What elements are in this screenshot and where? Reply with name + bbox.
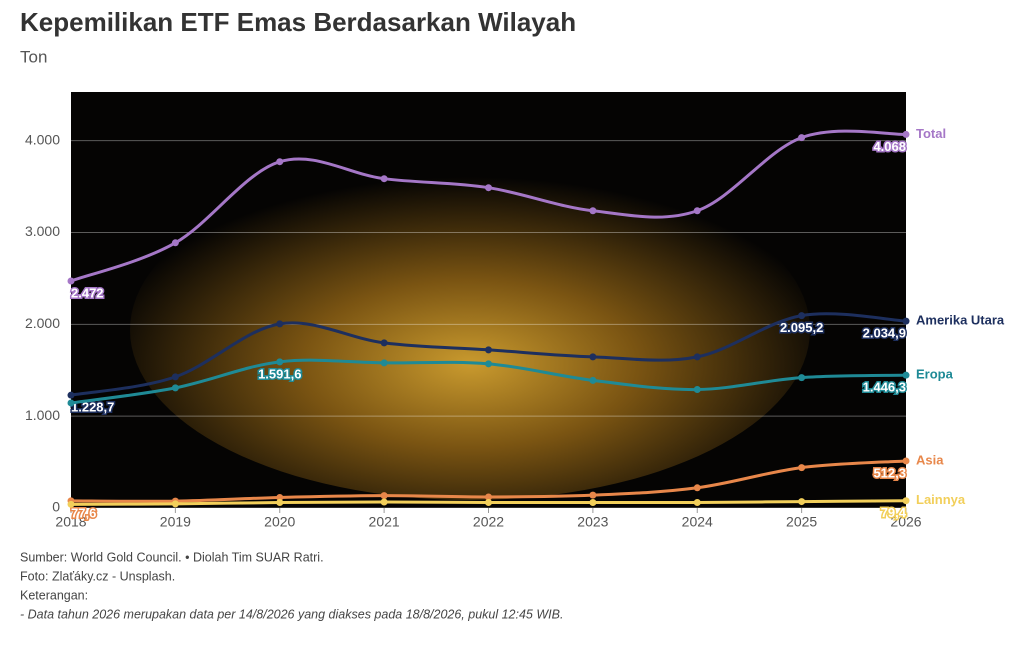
point xyxy=(485,493,492,501)
x-tick-label: 2023 xyxy=(577,514,608,530)
point xyxy=(380,359,388,367)
point xyxy=(902,371,910,379)
point xyxy=(798,498,806,506)
legend-label: Eropa xyxy=(916,367,954,382)
point xyxy=(589,491,597,499)
x-tick-label: 2024 xyxy=(682,514,713,530)
point xyxy=(67,500,75,508)
point xyxy=(902,497,910,505)
point xyxy=(276,320,284,328)
photo-credit: Foto: Zlaťáky.cz - Unsplash. xyxy=(20,569,175,583)
point xyxy=(589,353,597,361)
point xyxy=(798,464,806,472)
point xyxy=(276,498,284,506)
x-tick-label: 2026 xyxy=(890,514,921,530)
value-label: 512,3 xyxy=(873,465,906,480)
point xyxy=(693,207,701,215)
point xyxy=(276,158,284,166)
source: Sumber: World Gold Council. • Diolah Tim… xyxy=(20,550,324,564)
point xyxy=(171,384,179,392)
point xyxy=(485,498,492,506)
point xyxy=(693,498,701,506)
chart-title: Kepemilikan ETF Emas Berdasarkan Wilayah xyxy=(20,7,576,37)
point xyxy=(798,374,806,382)
y-tick-label: 2.000 xyxy=(25,315,60,331)
point xyxy=(485,346,492,354)
point xyxy=(485,360,492,368)
point xyxy=(67,399,75,407)
x-tick-label: 2018 xyxy=(55,514,86,530)
point xyxy=(276,358,284,366)
legend-label: Lainnya xyxy=(916,492,966,507)
photo-gold xyxy=(130,160,810,500)
point xyxy=(902,130,910,138)
point xyxy=(589,376,597,384)
y-tick-label: 0 xyxy=(52,499,60,515)
point xyxy=(276,493,284,501)
point xyxy=(693,353,701,361)
value-label: 2.472 xyxy=(71,285,104,300)
x-tick-label: 2021 xyxy=(369,514,400,530)
point xyxy=(693,484,701,492)
point xyxy=(380,339,388,347)
value-label: 2.034,9 xyxy=(863,326,906,341)
value-label: 2.095,2 xyxy=(780,320,823,335)
x-tick-label: 2019 xyxy=(160,514,191,530)
x-tick-label: 2020 xyxy=(264,514,295,530)
point xyxy=(798,134,806,142)
point xyxy=(902,317,910,325)
y-tick-label: 3.000 xyxy=(25,223,60,239)
point xyxy=(67,277,75,285)
notes-heading: Keterangan: xyxy=(20,588,88,602)
point xyxy=(67,391,75,399)
y-tick-label: 1.000 xyxy=(25,407,60,423)
value-label: 1.446,3 xyxy=(863,380,906,395)
y-tick-label: 4.000 xyxy=(25,131,60,147)
point xyxy=(171,239,179,247)
point xyxy=(171,500,179,508)
point xyxy=(485,184,492,192)
point xyxy=(589,207,597,215)
point xyxy=(380,498,388,506)
value-label: 77,6 xyxy=(71,505,96,520)
point xyxy=(380,175,388,183)
point xyxy=(171,373,179,381)
value-label: 4.068 xyxy=(873,139,906,154)
x-tick-label: 2025 xyxy=(786,514,817,530)
value-label: 79,4 xyxy=(881,505,907,520)
point xyxy=(902,457,910,465)
note: - Data tahun 2026 merupakan data per 14/… xyxy=(20,607,563,621)
legend-label: Total xyxy=(916,126,946,141)
legend-label: Asia xyxy=(916,452,944,467)
chart-subtitle: Ton xyxy=(20,47,47,66)
x-tick-label: 2022 xyxy=(473,514,504,530)
point xyxy=(693,386,701,394)
point xyxy=(798,312,806,320)
point xyxy=(589,498,597,506)
legend-label: Amerika Utara xyxy=(916,313,1005,328)
value-label: 1.591,6 xyxy=(258,366,301,381)
point xyxy=(380,492,388,500)
